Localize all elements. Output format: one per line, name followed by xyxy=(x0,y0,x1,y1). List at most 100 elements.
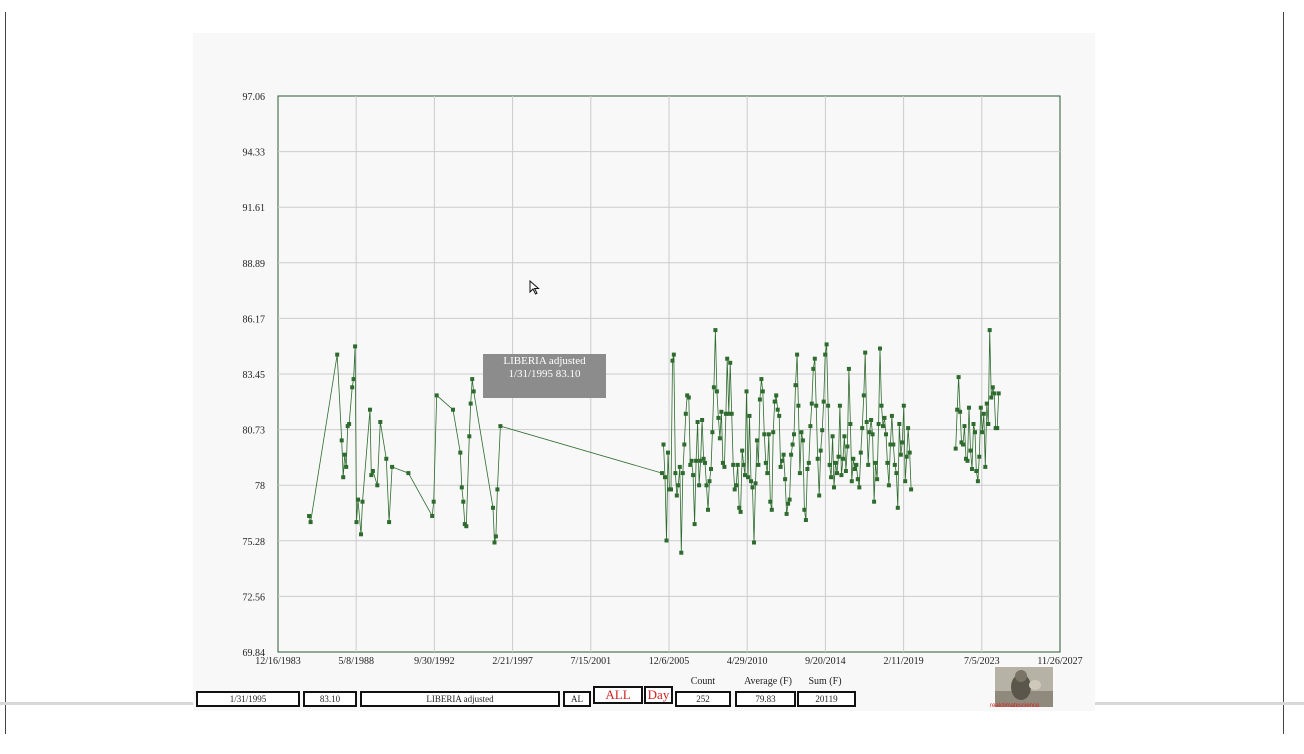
data-point[interactable] xyxy=(851,456,856,461)
data-point[interactable] xyxy=(849,479,854,484)
data-point[interactable] xyxy=(698,458,703,463)
data-point[interactable] xyxy=(694,458,699,463)
data-point[interactable] xyxy=(753,481,758,486)
data-point[interactable] xyxy=(975,479,980,484)
data-point[interactable] xyxy=(774,393,779,398)
data-point[interactable] xyxy=(885,460,890,465)
data-point[interactable] xyxy=(786,501,791,506)
data-point[interactable] xyxy=(335,352,340,357)
data-point[interactable] xyxy=(345,424,350,429)
data-point[interactable] xyxy=(737,505,742,510)
data-point[interactable] xyxy=(839,473,844,478)
data-point[interactable] xyxy=(973,430,977,435)
data-point[interactable] xyxy=(384,456,389,461)
data-point[interactable] xyxy=(716,415,721,420)
data-point[interactable] xyxy=(803,518,808,522)
data-point[interactable] xyxy=(818,448,823,453)
data-point[interactable] xyxy=(711,385,716,390)
data-point[interactable] xyxy=(434,393,439,398)
data-point[interactable] xyxy=(892,462,897,467)
data-point[interactable] xyxy=(986,422,991,426)
data-point[interactable] xyxy=(697,483,702,488)
data-point[interactable] xyxy=(802,507,807,512)
data-point[interactable] xyxy=(704,483,709,488)
data-point[interactable] xyxy=(824,342,829,347)
data-point[interactable] xyxy=(797,471,802,476)
data-point[interactable] xyxy=(901,403,906,408)
data-point[interactable] xyxy=(347,422,352,426)
data-point[interactable] xyxy=(837,403,842,408)
data-point[interactable] xyxy=(729,411,734,416)
data-point[interactable] xyxy=(805,467,810,471)
data-point[interactable] xyxy=(989,395,994,400)
data-point[interactable] xyxy=(817,493,822,498)
data-point[interactable] xyxy=(471,389,476,394)
data-point[interactable] xyxy=(740,448,745,453)
data-point[interactable] xyxy=(907,450,912,455)
data-point[interactable] xyxy=(829,475,834,480)
data-point[interactable] xyxy=(738,509,743,514)
data-point[interactable] xyxy=(728,360,733,365)
data-point[interactable] xyxy=(875,477,880,482)
data-point[interactable] xyxy=(368,407,372,412)
data-point[interactable] xyxy=(959,440,964,445)
data-point[interactable] xyxy=(760,389,765,394)
data-point[interactable] xyxy=(695,420,700,424)
data-point[interactable] xyxy=(344,464,349,469)
data-point[interactable] xyxy=(836,454,841,459)
data-point[interactable] xyxy=(823,352,828,357)
data-point[interactable] xyxy=(830,434,835,439)
data-point[interactable] xyxy=(906,426,911,431)
data-point[interactable] xyxy=(845,444,850,449)
data-point[interactable] xyxy=(430,514,435,518)
data-point[interactable] xyxy=(864,420,869,424)
data-point[interactable] xyxy=(900,440,905,445)
data-point[interactable] xyxy=(870,432,875,437)
data-point[interactable] xyxy=(882,415,887,420)
data-point[interactable] xyxy=(734,483,739,488)
data-point[interactable] xyxy=(370,469,375,473)
data-point[interactable] xyxy=(812,356,817,361)
data-point[interactable] xyxy=(863,350,868,355)
data-point[interactable] xyxy=(784,511,789,516)
data-point[interactable] xyxy=(390,464,395,469)
data-point[interactable] xyxy=(467,434,472,439)
data-point[interactable] xyxy=(493,534,498,539)
data-point[interactable] xyxy=(673,471,678,476)
data-point[interactable] xyxy=(835,471,839,476)
data-point[interactable] xyxy=(987,328,992,333)
data-point[interactable] xyxy=(743,473,747,478)
data-point[interactable] xyxy=(762,432,767,437)
data-point[interactable] xyxy=(878,346,882,351)
data-point[interactable] xyxy=(790,442,795,447)
data-point[interactable] xyxy=(369,473,374,478)
data-point[interactable] xyxy=(857,485,862,490)
data-point[interactable] xyxy=(861,393,866,398)
data-point[interactable] xyxy=(965,458,970,463)
data-point[interactable] xyxy=(970,467,974,471)
data-point[interactable] xyxy=(806,460,811,465)
data-point[interactable] xyxy=(771,430,776,435)
data-point[interactable] xyxy=(468,401,473,406)
data-point[interactable] xyxy=(360,499,365,504)
data-point[interactable] xyxy=(677,464,682,469)
data-point[interactable] xyxy=(867,430,872,435)
data-point[interactable] xyxy=(701,456,706,461)
data-point[interactable] xyxy=(492,540,497,545)
data-point[interactable] xyxy=(841,456,845,461)
data-point[interactable] xyxy=(903,479,908,484)
data-point[interactable] xyxy=(458,450,463,455)
data-point[interactable] xyxy=(726,411,731,416)
data-point[interactable] xyxy=(676,483,681,488)
data-point[interactable] xyxy=(889,413,894,418)
data-point[interactable] xyxy=(491,505,495,510)
data-point[interactable] xyxy=(898,452,903,457)
data-point[interactable] xyxy=(766,432,771,437)
data-point[interactable] xyxy=(873,460,878,465)
data-point[interactable] xyxy=(808,424,813,429)
data-point[interactable] xyxy=(876,422,881,426)
data-point[interactable] xyxy=(780,458,785,463)
data-point[interactable] xyxy=(860,426,865,431)
data-point[interactable] xyxy=(809,401,814,406)
data-point[interactable] xyxy=(663,475,667,480)
